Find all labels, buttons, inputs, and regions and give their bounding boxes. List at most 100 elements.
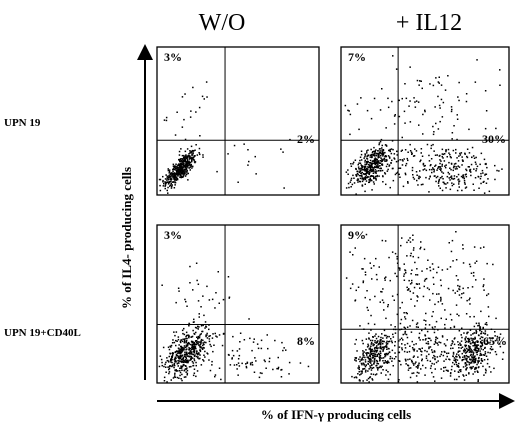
event-dot [422,162,425,165]
event-dot [198,337,201,339]
event-dot [203,314,205,317]
event-dot [210,345,212,348]
event-dot [376,362,378,365]
event-dot [201,348,204,350]
event-dot [368,176,370,178]
event-dot [205,335,207,338]
event-dot [492,348,494,351]
event-dot [501,358,504,360]
event-dot [384,240,387,242]
event-dot [181,126,184,128]
event-dot [201,95,204,98]
event-dot [187,352,189,354]
event-dot [407,358,409,361]
event-dot [445,344,447,347]
event-dot [241,362,243,365]
event-dot [421,347,423,349]
event-dot [390,324,392,326]
event-dot [367,168,369,170]
event-dot [433,171,435,173]
event-dot [190,150,192,153]
event-dot [164,187,166,190]
event-dot [375,349,377,352]
event-dot [181,168,183,170]
event-dot [185,162,187,165]
event-dot [429,83,431,85]
event-dot [375,179,377,181]
event-dot [374,335,376,337]
event-dot [407,159,409,162]
event-dot [372,162,374,165]
event-dot [398,99,400,102]
event-dot [481,344,484,347]
event-dot [367,345,370,347]
event-dot [170,172,172,174]
event-dot [388,351,391,354]
event-dot [382,152,385,155]
event-dot [446,352,448,355]
event-dot [389,373,391,376]
event-dot [467,349,470,351]
event-dot [361,177,364,179]
event-dot [385,317,387,320]
event-dot [185,168,187,170]
event-dot [379,359,381,361]
event-dot [373,97,376,100]
event-dot [451,132,454,134]
event-dot [409,376,412,379]
event-dot [374,357,376,360]
event-dot [194,155,196,157]
event-dot [453,125,455,127]
event-dot [378,162,380,164]
event-dot [359,180,362,183]
event-dot [469,342,472,345]
event-dot [484,351,487,353]
event-dot [199,343,201,346]
event-dot [193,155,195,158]
event-dot [163,380,166,382]
event-dot [477,366,480,369]
event-dot [193,346,196,348]
event-dot [485,355,488,357]
event-dot [403,312,405,314]
event-dot [378,356,381,359]
event-dot [476,340,478,342]
event-dot [410,252,412,255]
event-dot [251,349,253,352]
event-dot [415,274,417,276]
event-dot [424,339,427,341]
event-dot [442,153,445,156]
event-dot [187,165,189,167]
event-dot [464,337,466,340]
event-dot [167,192,169,194]
event-dot [376,170,378,172]
event-dot [473,344,476,346]
event-dot [433,363,435,365]
event-dot [192,150,195,152]
event-dot [458,99,460,102]
event-dot [197,283,200,285]
event-dot [186,337,188,340]
event-dot [446,339,448,341]
event-dot [190,163,192,166]
event-dot [171,342,174,344]
event-dot [430,147,432,150]
event-dot [479,247,482,249]
event-dot [380,290,382,293]
event-dot [185,341,187,344]
event-dot [186,170,188,172]
event-dot [470,351,473,353]
event-dot [419,80,421,82]
event-dot [358,365,360,367]
event-dot [473,332,475,334]
event-dot [362,268,364,270]
event-dot [406,241,408,244]
event-dot [432,328,434,330]
event-dot [372,181,375,183]
event-dot [480,172,482,175]
event-dot [174,369,176,371]
event-dot [373,150,375,153]
event-dot [368,348,370,350]
event-dot [380,366,382,369]
event-dot [354,357,356,359]
